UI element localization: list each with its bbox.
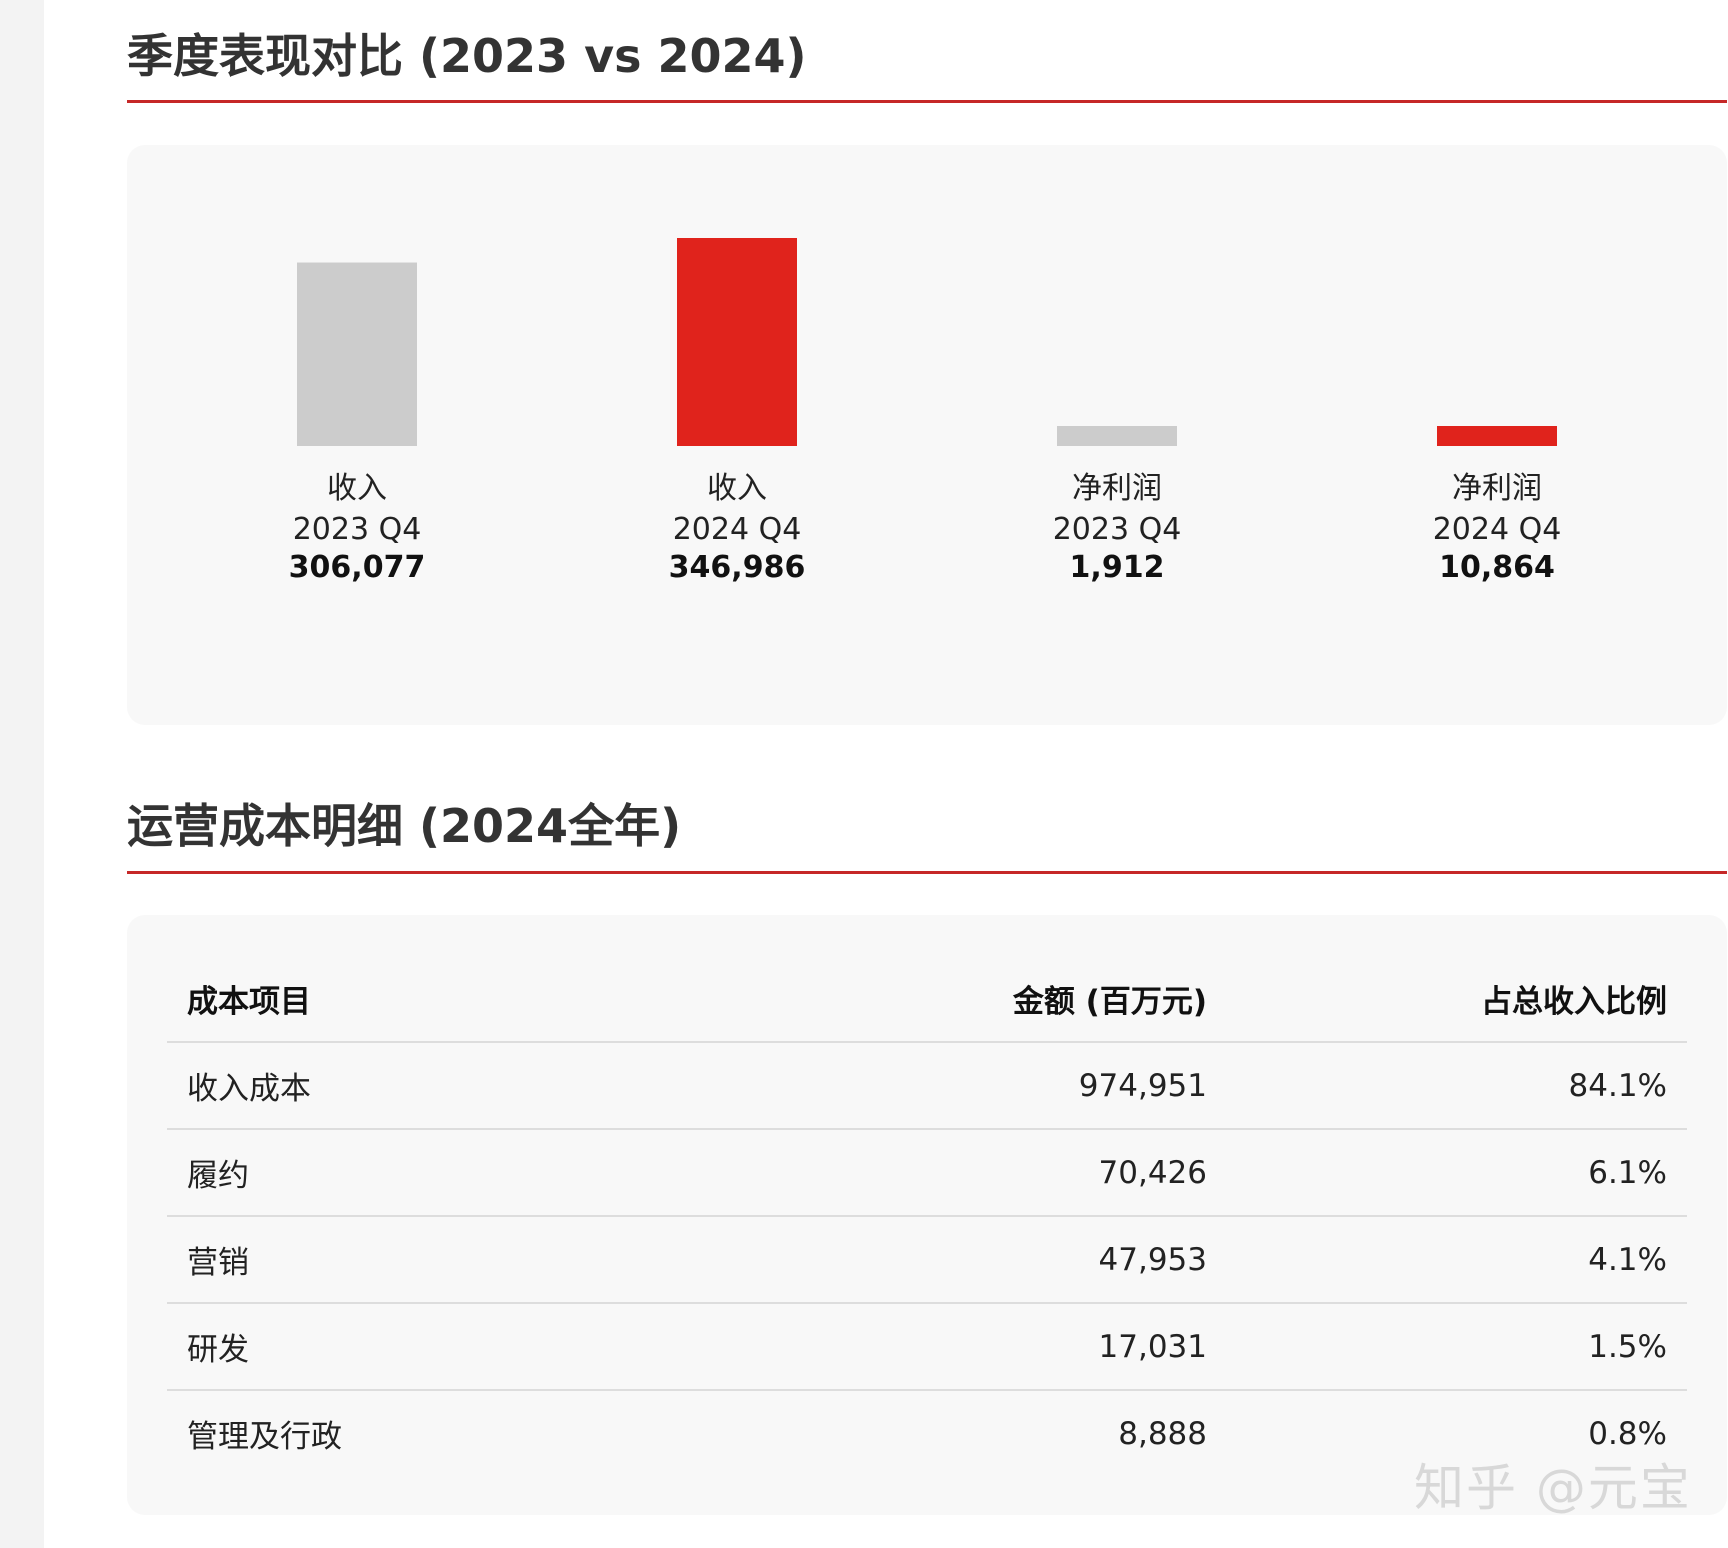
costs-table-panel: 成本项目 金额 (百万元) 占总收入比例 收入成本 974,951 84.1% … — [127, 915, 1727, 1515]
cell-amount: 47,953 — [767, 1216, 1227, 1304]
bar-period-label: 2024 Q4 — [1433, 512, 1562, 547]
table-header-row: 成本项目 金额 (百万元) 占总收入比例 — [167, 955, 1687, 1043]
header-item: 成本项目 — [167, 955, 767, 1043]
cell-amount: 974,951 — [767, 1042, 1227, 1130]
bar-metric-label: 净利润 — [1452, 471, 1542, 506]
cell-ratio: 4.1% — [1227, 1216, 1687, 1304]
header-amount: 金额 (百万元) — [767, 955, 1227, 1043]
cell-item: 收入成本 — [167, 1042, 767, 1130]
bar-metric-label: 净利润 — [1072, 471, 1162, 506]
table-row: 营销 47,953 4.1% — [167, 1216, 1687, 1304]
watermark-text: 知乎 @元宝 — [1414, 1459, 1692, 1517]
cell-amount: 8,888 — [1118, 1415, 1207, 1452]
bar-2024-3 — [1437, 426, 1557, 446]
header-ratio: 占总收入比例 — [1227, 955, 1687, 1043]
cell-item: 履约 — [167, 1129, 767, 1217]
cell-ratio: 0.8% — [1588, 1415, 1667, 1452]
bar-value-label: 1,912 — [1070, 550, 1165, 585]
bar-period-label: 2023 Q4 — [1053, 512, 1182, 547]
cell-ratio: 1.5% — [1227, 1303, 1687, 1391]
cell-item: 管理及行政 — [187, 1419, 342, 1455]
table-row: 收入成本 974,951 84.1% — [167, 1042, 1687, 1130]
table-row: 履约 70,426 6.1% — [167, 1129, 1687, 1217]
quarterly-title: 季度表现对比 (2023 vs 2024) — [127, 29, 807, 83]
bar-value-label: 346,986 — [669, 550, 806, 585]
cell-ratio: 6.1% — [1227, 1129, 1687, 1217]
quarterly-title-rule — [127, 100, 1727, 103]
cell-item: 研发 — [167, 1303, 767, 1391]
costs-title: 运营成本明细 (2024全年) — [127, 799, 682, 853]
table-row: 研发 17,031 1.5% — [167, 1303, 1687, 1391]
cell-amount: 70,426 — [767, 1129, 1227, 1217]
cell-amount: 17,031 — [767, 1303, 1227, 1391]
bar-metric-label: 收入 — [707, 471, 767, 506]
bar-2023-2 — [1057, 426, 1177, 446]
bar-2023-0 — [297, 262, 417, 446]
report-page: 季度表现对比 (2023 vs 2024) 收入 2023 Q4 306,077 收入… — [44, 0, 1728, 1548]
table-row: 管理及行政 8,888 0.8% — [167, 1390, 1687, 1476]
bar-period-label: 2024 Q4 — [673, 512, 802, 547]
bar-value-label: 306,077 — [289, 550, 426, 585]
bar-value-label: 10,864 — [1439, 550, 1555, 585]
bar-metric-label: 收入 — [327, 471, 387, 506]
cost-breakdown-table: 成本项目 金额 (百万元) 占总收入比例 收入成本 974,951 84.1% … — [167, 955, 1687, 1476]
bar-2024-1 — [677, 238, 797, 446]
cell-item: 营销 — [167, 1216, 767, 1304]
costs-title-rule — [127, 871, 1727, 874]
bar-period-label: 2023 Q4 — [293, 512, 422, 547]
cell-ratio: 84.1% — [1227, 1042, 1687, 1130]
quarterly-chart-panel: 收入 2023 Q4 306,077 收入 2024 Q4 346,986 净利润 2023 … — [127, 145, 1727, 725]
